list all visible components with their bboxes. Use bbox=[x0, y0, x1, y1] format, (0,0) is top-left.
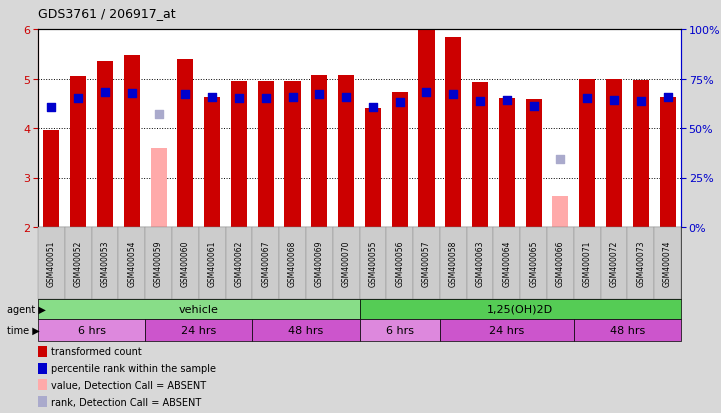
Bar bbox=[579, 79, 596, 228]
Bar bbox=[231, 82, 247, 228]
Text: GSM400072: GSM400072 bbox=[609, 240, 619, 287]
Text: GSM400054: GSM400054 bbox=[128, 240, 136, 287]
Bar bbox=[472, 83, 488, 228]
Text: GSM400066: GSM400066 bbox=[556, 240, 565, 287]
Point bbox=[554, 156, 566, 163]
Text: GSM400071: GSM400071 bbox=[583, 240, 592, 287]
Bar bbox=[338, 75, 354, 228]
Text: GSM400057: GSM400057 bbox=[422, 240, 431, 287]
Point bbox=[367, 104, 379, 111]
Bar bbox=[97, 62, 113, 228]
Bar bbox=[526, 100, 541, 228]
Bar bbox=[446, 38, 461, 228]
Text: time ▶: time ▶ bbox=[7, 325, 40, 335]
Point bbox=[501, 97, 513, 104]
Point bbox=[45, 104, 57, 111]
Text: GSM400073: GSM400073 bbox=[637, 240, 645, 287]
Point bbox=[99, 90, 111, 97]
Text: GSM400064: GSM400064 bbox=[503, 240, 511, 287]
Text: GSM400065: GSM400065 bbox=[529, 240, 538, 287]
Text: 6 hrs: 6 hrs bbox=[386, 325, 414, 335]
Point bbox=[609, 97, 620, 104]
Bar bbox=[257, 82, 274, 228]
Text: GSM400060: GSM400060 bbox=[181, 240, 190, 287]
Text: 24 hrs: 24 hrs bbox=[490, 325, 524, 335]
Text: transformed count: transformed count bbox=[51, 347, 142, 356]
Point bbox=[72, 96, 84, 102]
Text: GSM400070: GSM400070 bbox=[342, 240, 350, 287]
Text: GSM400067: GSM400067 bbox=[261, 240, 270, 287]
Text: percentile rank within the sample: percentile rank within the sample bbox=[51, 363, 216, 373]
Text: 48 hrs: 48 hrs bbox=[610, 325, 645, 335]
Text: GSM400053: GSM400053 bbox=[100, 240, 110, 287]
Text: GSM400068: GSM400068 bbox=[288, 240, 297, 287]
Text: rank, Detection Call = ABSENT: rank, Detection Call = ABSENT bbox=[51, 396, 201, 407]
Text: GSM400056: GSM400056 bbox=[395, 240, 404, 287]
Bar bbox=[285, 82, 301, 228]
Point bbox=[662, 95, 673, 101]
Text: GDS3761 / 206917_at: GDS3761 / 206917_at bbox=[38, 7, 176, 21]
Point bbox=[287, 95, 298, 101]
Text: 48 hrs: 48 hrs bbox=[288, 325, 324, 335]
Bar bbox=[660, 98, 676, 228]
Bar bbox=[151, 148, 167, 228]
Text: GSM400055: GSM400055 bbox=[368, 240, 377, 287]
Point bbox=[260, 96, 272, 102]
Text: agent ▶: agent ▶ bbox=[7, 304, 46, 314]
Point bbox=[448, 92, 459, 98]
Point bbox=[581, 96, 593, 102]
Text: GSM400069: GSM400069 bbox=[315, 240, 324, 287]
Bar bbox=[552, 196, 568, 228]
Point bbox=[153, 112, 164, 118]
Point bbox=[233, 96, 244, 102]
Text: GSM400059: GSM400059 bbox=[154, 240, 163, 287]
Text: 1,25(OH)2D: 1,25(OH)2D bbox=[487, 304, 553, 314]
Text: GSM400062: GSM400062 bbox=[234, 240, 244, 287]
Point bbox=[126, 91, 138, 97]
Text: 24 hrs: 24 hrs bbox=[181, 325, 216, 335]
Point bbox=[340, 95, 352, 101]
Bar bbox=[70, 77, 87, 228]
Text: vehicle: vehicle bbox=[179, 304, 218, 314]
Bar bbox=[499, 99, 515, 228]
Bar bbox=[633, 81, 649, 228]
Text: value, Detection Call = ABSENT: value, Detection Call = ABSENT bbox=[51, 380, 206, 390]
Text: GSM400051: GSM400051 bbox=[47, 240, 56, 287]
Point bbox=[180, 92, 191, 98]
Text: GSM400052: GSM400052 bbox=[74, 240, 83, 287]
Point bbox=[421, 90, 433, 97]
Point bbox=[206, 95, 218, 101]
Point bbox=[474, 98, 486, 105]
Point bbox=[635, 98, 647, 105]
Point bbox=[394, 100, 405, 106]
Text: GSM400061: GSM400061 bbox=[208, 240, 216, 287]
Bar bbox=[204, 98, 220, 228]
Text: GSM400074: GSM400074 bbox=[663, 240, 672, 287]
Text: GSM400058: GSM400058 bbox=[448, 240, 458, 287]
Bar bbox=[365, 109, 381, 228]
Bar bbox=[392, 93, 407, 228]
Bar bbox=[418, 29, 435, 228]
Bar bbox=[606, 79, 622, 228]
Bar bbox=[311, 75, 327, 228]
Text: 6 hrs: 6 hrs bbox=[78, 325, 105, 335]
Point bbox=[528, 103, 539, 110]
Bar bbox=[177, 59, 193, 228]
Bar bbox=[124, 56, 140, 228]
Text: GSM400063: GSM400063 bbox=[476, 240, 485, 287]
Bar bbox=[43, 131, 59, 228]
Point bbox=[314, 92, 325, 98]
